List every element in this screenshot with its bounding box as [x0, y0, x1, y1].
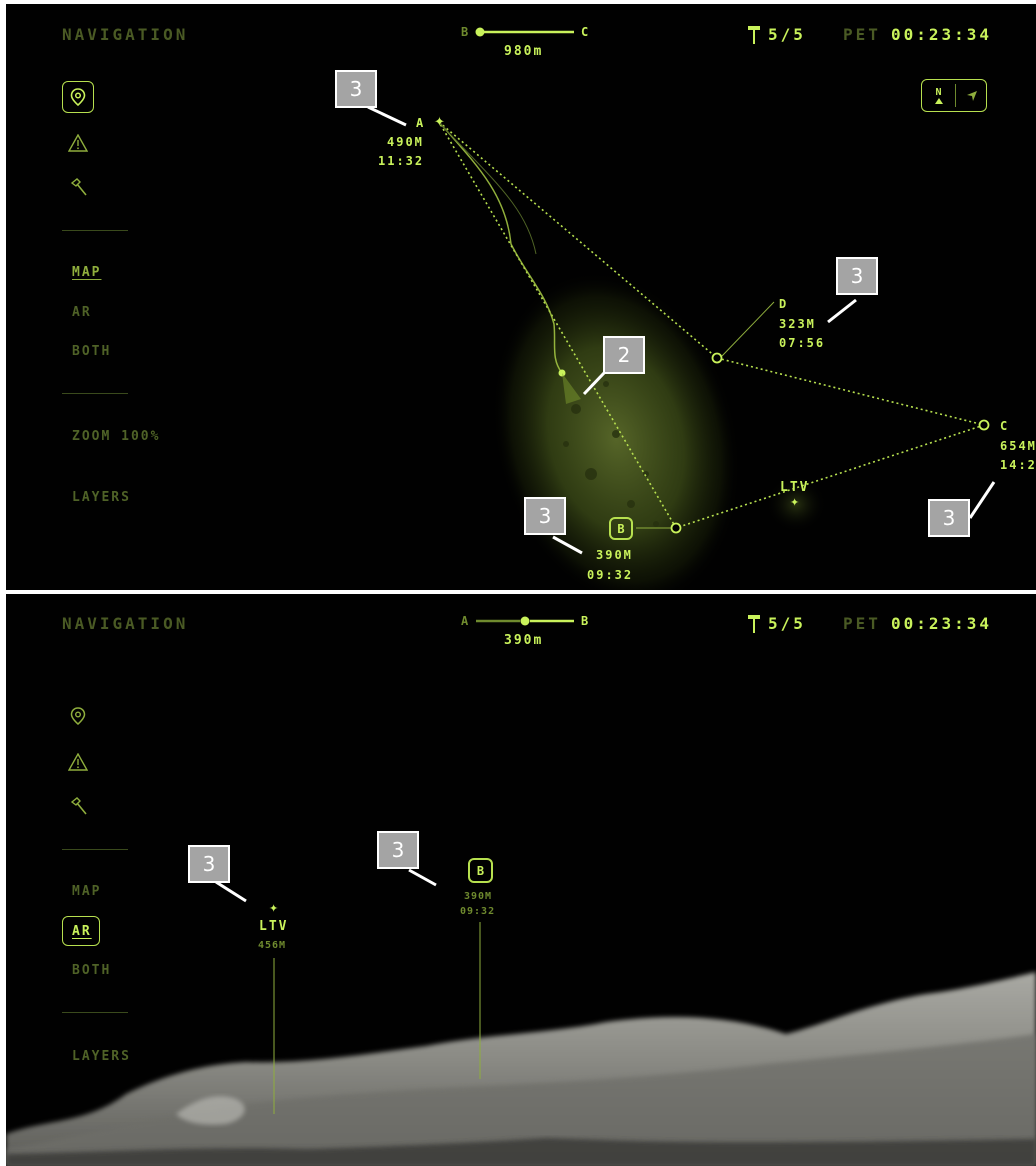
sample-count: 5/5	[768, 614, 806, 633]
warning-button[interactable]	[62, 127, 94, 159]
segment-to-label: C	[581, 25, 591, 39]
segment-to-label: B	[581, 614, 591, 628]
map-pin-button[interactable]	[62, 700, 94, 732]
sidebar-divider	[62, 393, 128, 394]
warning-icon	[68, 134, 88, 152]
craters	[563, 381, 659, 527]
map-pin-icon	[70, 707, 86, 725]
warning-button[interactable]	[62, 746, 94, 778]
segment-progress-bar	[476, 616, 574, 626]
north-arrow-icon	[934, 97, 943, 104]
callout-marker: 3	[836, 257, 878, 295]
ltv-label: LTV	[780, 480, 810, 495]
mode-ar[interactable]: AR	[72, 924, 92, 939]
ar-ltv-label[interactable]: LTV	[259, 919, 289, 934]
hammer-icon	[70, 178, 87, 196]
traverse-path	[438, 121, 563, 374]
waypoint-b-marker[interactable]	[670, 522, 682, 534]
ar-waypoint-b-name: B	[476, 863, 485, 878]
waypoint-d-marker[interactable]	[711, 352, 723, 364]
waypoint-c-marker[interactable]	[978, 419, 990, 431]
route-lines	[438, 121, 985, 529]
ar-waypoint-b-distance: 390M	[464, 891, 493, 902]
sidebar-divider	[62, 849, 128, 850]
sample-tool-button[interactable]	[62, 172, 94, 204]
north-up-button[interactable]: N	[922, 80, 955, 111]
heading-arrow-icon	[966, 90, 977, 101]
segment-distance: 980m	[504, 44, 544, 59]
waypoint-b-time: 09:32	[587, 568, 634, 582]
sample-tool-button[interactable]	[62, 791, 94, 823]
waypoint-c-distance: 654M	[1000, 439, 1036, 453]
mode-ar[interactable]: AR	[72, 305, 92, 320]
zoom-control[interactable]: ZOOM 100%	[72, 429, 161, 444]
waypoint-a-name: A	[416, 116, 426, 130]
warning-icon	[68, 753, 88, 771]
ar-waypoint-b-time: 09:32	[460, 906, 496, 917]
waypoint-a-marker[interactable]: ✦	[434, 115, 445, 130]
waypoint-a-distance: 490M	[387, 135, 424, 149]
waypoint-a-time: 11:32	[378, 154, 425, 168]
ar-waypoint-b-badge[interactable]: B	[468, 858, 493, 883]
segment-progress-bar	[475, 27, 574, 37]
map-pin-icon	[70, 88, 86, 106]
ltv-marker[interactable]: ✦	[790, 496, 799, 509]
ltv-glow	[766, 476, 826, 532]
pet-timer: 00:23:34	[891, 614, 993, 633]
callout-marker: 3	[188, 845, 230, 883]
map-canvas: ✦ ✦	[434, 115, 990, 590]
heading-button[interactable]	[956, 80, 987, 111]
waypoint-d-distance: 323M	[779, 317, 816, 331]
layers-button[interactable]: LAYERS	[72, 1049, 131, 1064]
mode-both[interactable]: BOTH	[72, 344, 112, 359]
compass-widget[interactable]: N	[921, 79, 987, 112]
pet-label: PET	[843, 614, 881, 633]
waypoint-c-time: 14:2	[1000, 458, 1036, 472]
sample-count: 5/5	[768, 25, 806, 44]
view-cone	[562, 373, 581, 404]
traverse-path-shadow	[438, 121, 537, 255]
ar-view-panel: NAVIGATION A B 390m 5/5 PET 00:23:34 MAP…	[6, 594, 1036, 1166]
waypoint-d-name: D	[779, 297, 789, 311]
callout-marker: 3	[377, 831, 419, 869]
waypoint-d-time: 07:56	[779, 336, 826, 350]
mode-map[interactable]: MAP	[72, 884, 102, 899]
map-view-panel: ✦ ✦ NAVIGATION B C 980m 5/5 PET 00:23:34…	[6, 4, 1036, 590]
mode-ar-selected-frame[interactable]	[62, 916, 100, 946]
callout-marker: 3	[928, 499, 970, 537]
north-label: N	[935, 86, 942, 98]
waypoint-c-name: C	[1000, 419, 1010, 433]
sidebar-divider	[62, 230, 128, 231]
sample-flag-icon	[748, 615, 760, 633]
segment-distance: 390m	[504, 633, 544, 648]
waypoint-b-name: B	[617, 521, 625, 536]
callout-marker: 2	[603, 336, 645, 374]
waypoint-b-distance: 390M	[596, 548, 633, 562]
map-pin-button[interactable]	[62, 81, 94, 113]
sample-flag-icon	[748, 26, 760, 44]
mode-both[interactable]: BOTH	[72, 963, 112, 978]
callout-marker: 3	[335, 70, 377, 108]
app-title: NAVIGATION	[62, 614, 189, 633]
ar-ltv-distance: 456M	[258, 940, 287, 951]
segment-from-label: B	[461, 25, 471, 39]
lunar-terrain	[6, 972, 1036, 1166]
layers-button[interactable]: LAYERS	[72, 490, 131, 505]
waypoint-b-badge[interactable]: B	[609, 517, 633, 540]
hammer-icon	[70, 797, 87, 815]
leader-d	[721, 301, 775, 357]
pet-label: PET	[843, 25, 881, 44]
sidebar-divider	[62, 1012, 128, 1013]
app-title: NAVIGATION	[62, 25, 189, 44]
pet-timer: 00:23:34	[891, 25, 993, 44]
callout-marker: 3	[524, 497, 566, 535]
segment-from-label: A	[461, 614, 471, 628]
mode-map[interactable]: MAP	[72, 265, 102, 280]
